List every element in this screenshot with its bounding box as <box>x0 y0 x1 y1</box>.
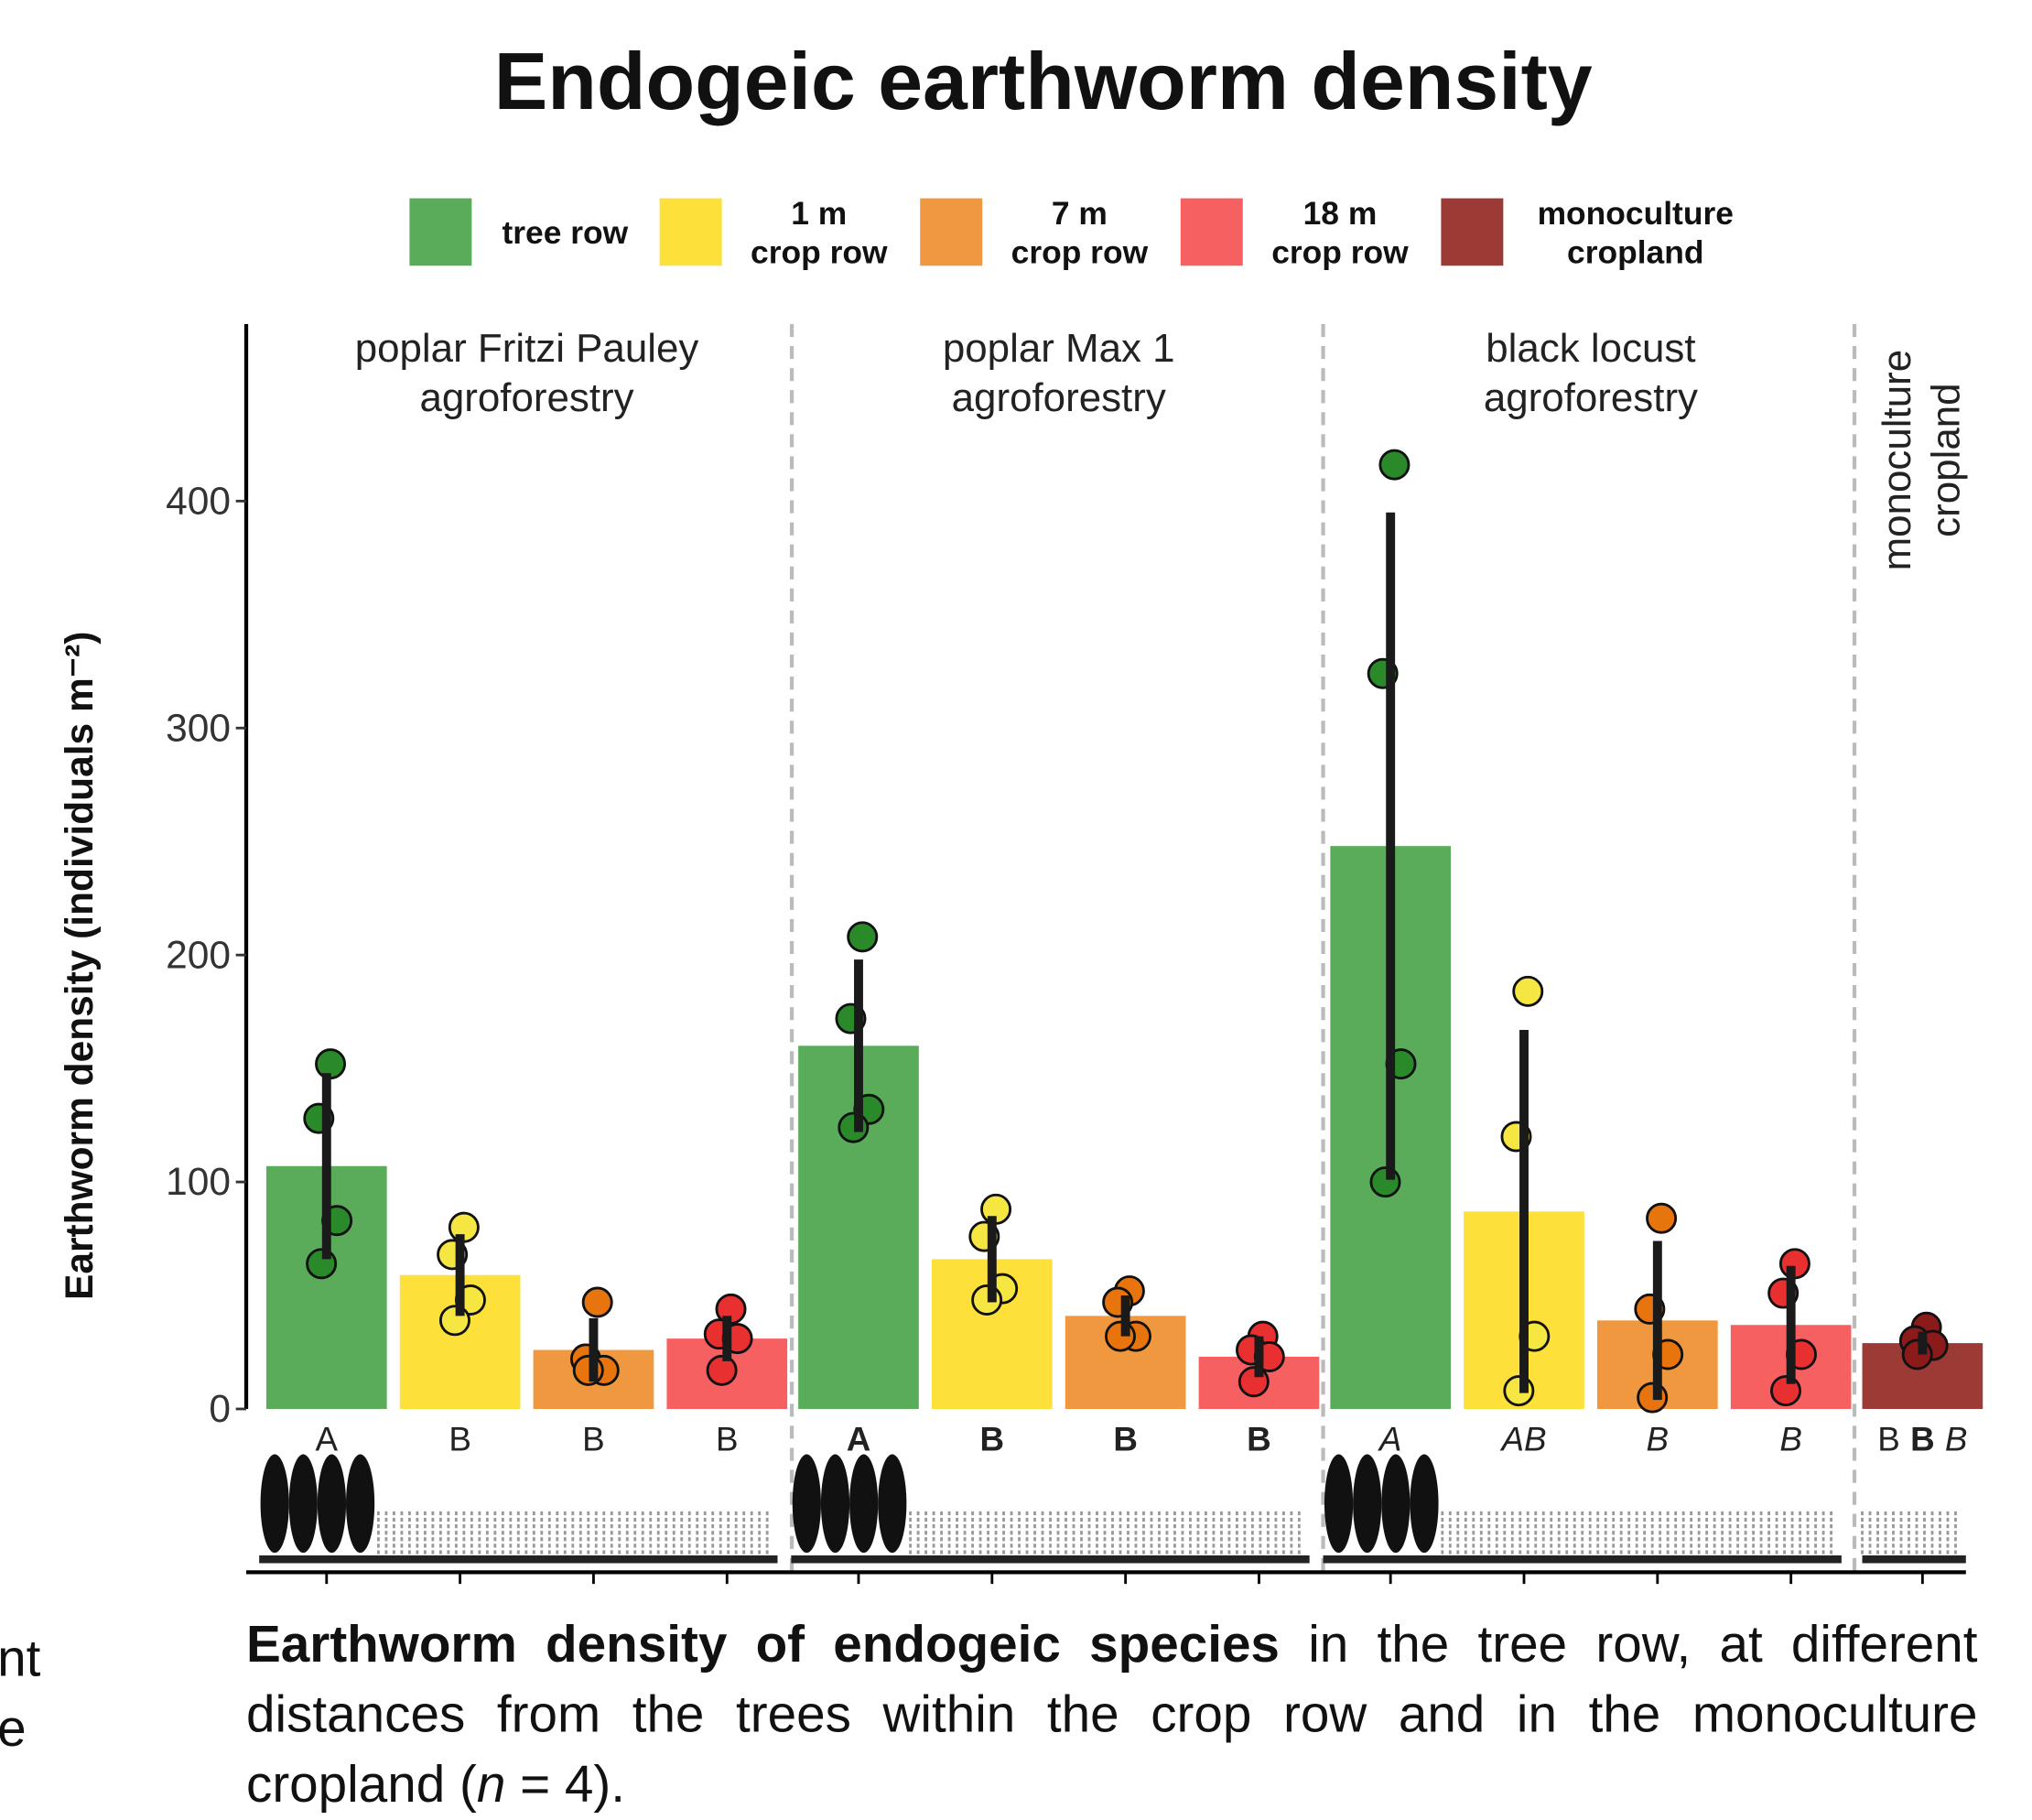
significance-letter: B <box>1247 1420 1271 1457</box>
chart: 0100200300400ABBBABBBAABBBBBB <box>0 0 2032 1820</box>
data-point <box>848 923 877 951</box>
tree-icon <box>318 1455 346 1554</box>
legend-swatch <box>660 199 722 266</box>
field-icons <box>259 1455 1966 1564</box>
ground <box>1324 1555 1842 1563</box>
legend-label: tree row <box>502 214 628 253</box>
y-axis-label: Earthworm density (individuals m⁻²) <box>58 632 103 1300</box>
panel-title: poplar Max 1 agroforestry <box>943 324 1175 423</box>
tree-icon <box>878 1455 906 1554</box>
data-point <box>973 1285 1001 1314</box>
y-tick-label: 400 <box>166 479 231 522</box>
significance-letter: AB <box>1499 1420 1546 1457</box>
data-point <box>583 1288 611 1316</box>
data-point <box>1505 1377 1533 1405</box>
caption-text: = 4). <box>505 1756 625 1813</box>
data-point <box>1239 1368 1268 1396</box>
legend-label: monoculture cropland <box>1538 194 1734 272</box>
significance-letter: B <box>1945 1420 1968 1457</box>
legend-swatch <box>1441 199 1503 266</box>
chart-title: Endogeic earthworm density <box>0 37 2032 129</box>
tree-icon <box>261 1455 289 1554</box>
significance-letter: B <box>1779 1420 1802 1457</box>
data-point <box>1380 450 1409 479</box>
text-fragment: e <box>0 1701 27 1760</box>
legend-swatch <box>409 199 471 266</box>
data-point <box>1771 1377 1800 1405</box>
significance-letter: B <box>1647 1420 1670 1457</box>
significance-letter: A <box>316 1420 339 1457</box>
data-point <box>440 1306 469 1335</box>
y-tick-label: 0 <box>209 1387 231 1430</box>
tree-icon <box>1353 1455 1381 1554</box>
slide: 0100200300400ABBBABBBAABBBBBB Endogeic e… <box>0 0 2032 1820</box>
data-point <box>1648 1204 1676 1232</box>
panel-title: black locust agroforestry <box>1484 324 1698 423</box>
legend-swatch <box>920 199 982 266</box>
tree-icon <box>346 1455 374 1554</box>
data-point <box>1903 1340 1931 1369</box>
significance-letter: B <box>1877 1420 1900 1457</box>
caption-bold: Earthworm density of endogeic species <box>246 1617 1280 1674</box>
data-point <box>308 1250 336 1278</box>
significance-letter: A <box>1378 1420 1402 1457</box>
caption: Earthworm density of endogeic species in… <box>246 1609 1978 1819</box>
tree-icon <box>1381 1455 1410 1554</box>
tree-icon <box>1410 1455 1438 1554</box>
significance-letter: B <box>1113 1420 1138 1457</box>
significance-letter: B <box>980 1420 1005 1457</box>
data-point <box>1638 1383 1667 1412</box>
legend-label: 1 m crop row <box>751 194 887 272</box>
y-tick-label: 100 <box>166 1160 231 1203</box>
text-fragment: nt <box>0 1630 40 1689</box>
significance-letter: B <box>1910 1420 1935 1457</box>
data-point <box>574 1356 602 1384</box>
y-tick-label: 300 <box>166 706 231 749</box>
significance-letter: B <box>449 1420 471 1457</box>
significance-letter: B <box>582 1420 605 1457</box>
ground <box>259 1555 777 1563</box>
legend-label: 7 m crop row <box>1011 194 1148 272</box>
data-point <box>1514 977 1542 1005</box>
tree-icon <box>793 1455 821 1554</box>
data-point <box>708 1356 736 1384</box>
data-point <box>1371 1168 1400 1197</box>
tree-icon <box>1324 1455 1353 1554</box>
tree-icon <box>821 1455 849 1554</box>
ground <box>791 1555 1309 1563</box>
data-point <box>839 1113 868 1142</box>
caption-italic: n <box>477 1756 506 1813</box>
significance-letter: B <box>716 1420 739 1457</box>
panel-title: poplar Fritzi Pauley agroforestry <box>355 324 699 423</box>
y-tick-label: 200 <box>166 933 231 976</box>
panel-title: monoculture cropland <box>1873 350 1972 571</box>
tree-icon <box>849 1455 878 1554</box>
ground <box>1863 1555 1966 1563</box>
data-point <box>1106 1322 1134 1350</box>
legend-label: 18 m crop row <box>1271 194 1408 272</box>
legend-swatch <box>1181 199 1243 266</box>
tree-icon <box>289 1455 318 1554</box>
significance-letter: A <box>847 1420 871 1457</box>
